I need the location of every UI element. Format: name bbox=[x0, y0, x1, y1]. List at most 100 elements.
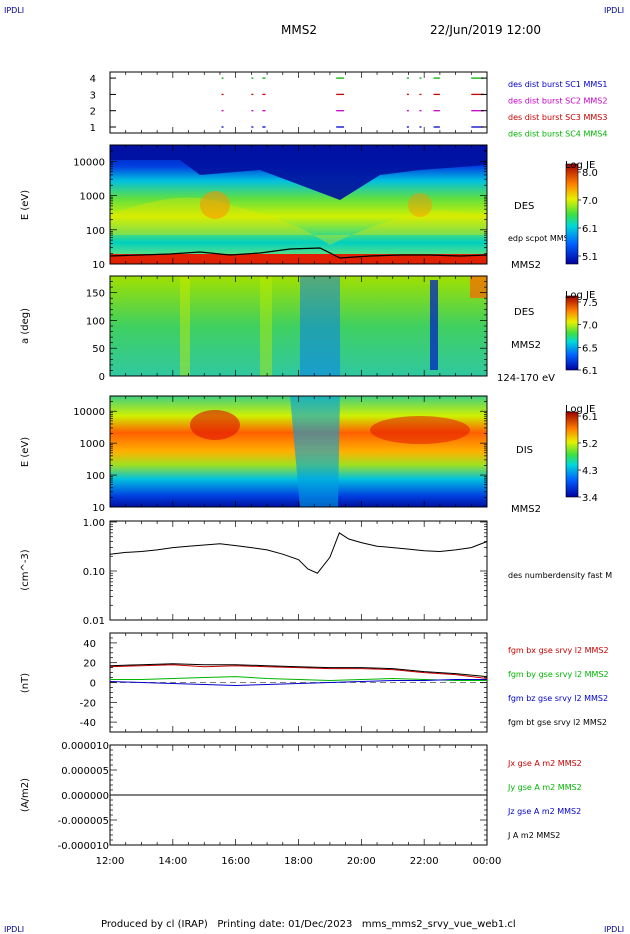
colorbar-tick-label: 5.2 bbox=[582, 439, 598, 450]
x-tick-label: 12:00 bbox=[96, 856, 125, 867]
bfield-series-line bbox=[109, 664, 488, 679]
scpot-line bbox=[109, 247, 488, 259]
bfield-series-label: fgm bt gse srvy l2 MMS2 bbox=[508, 718, 607, 727]
x-tick-label: 00:00 bbox=[473, 856, 502, 867]
des-energy-sc-label: MMS2 bbox=[511, 260, 541, 271]
y-tick-label: 10000 bbox=[73, 407, 105, 418]
dis-energy-panel: 10000 1000 100 10 E (eV) DIS MMS2 Log JE6.1 5.2… bbox=[20, 395, 598, 515]
colorbar-title: Log JE bbox=[565, 160, 595, 171]
x-tick-label: 14:00 bbox=[158, 856, 187, 867]
current-panel: 0.000010 0.000005 0.000000 -0.000005 -0.0000… bbox=[20, 741, 582, 852]
y-tick-label: 10 bbox=[92, 260, 105, 271]
current-series-label: J A m2 MMS2 bbox=[507, 831, 560, 840]
des-pitch-y-title: a (deg) bbox=[20, 308, 31, 344]
des-pitch-panel: 150 100 50 0 a (deg) DES MMS2 124-170 eV Log JE… bbox=[20, 275, 598, 384]
corner-label-top-left: IPDLI bbox=[4, 6, 25, 15]
y-tick-label: 40 bbox=[83, 639, 96, 650]
y-tick-label: 1.00 bbox=[83, 518, 105, 529]
des-pitch-colorbar bbox=[565, 295, 579, 371]
bfield-y-title: (nT) bbox=[20, 673, 31, 693]
y-tick-label: -20 bbox=[80, 698, 96, 709]
burst-y-tick-label: 1 bbox=[90, 123, 96, 134]
y-tick-label: -40 bbox=[80, 718, 96, 729]
y-tick-label: 0.000010 bbox=[61, 741, 109, 752]
bfield-series-line bbox=[110, 676, 487, 682]
y-tick-label: 0.10 bbox=[83, 567, 105, 578]
dis-energy-label: DIS bbox=[516, 445, 533, 456]
dis-energy-colorbar bbox=[565, 411, 579, 498]
y-tick-label: 10 bbox=[92, 503, 105, 514]
y-tick-label: 20 bbox=[83, 659, 96, 670]
y-tick-label: 0 bbox=[90, 679, 96, 690]
des-energy-y-title: E (eV) bbox=[20, 190, 31, 220]
des-energy-panel: 10000 1000 100 10 E (eV) DES edp scpot MMS2 MMS… bbox=[20, 144, 598, 271]
burst-legend-label: des dist burst SC2 MMS2 bbox=[508, 97, 607, 106]
dis-energy-sc-label: MMS2 bbox=[511, 504, 541, 515]
y-tick-label: 100 bbox=[86, 316, 105, 327]
date-title: 22/Jun/2019 12:00 bbox=[430, 23, 542, 37]
y-tick-label: 0.000000 bbox=[61, 791, 109, 802]
colorbar-tick-label: 8.0 bbox=[582, 168, 598, 179]
colorbar-tick-label: 5.1 bbox=[582, 252, 598, 263]
density-panel: 1.00 0.10 0.01 (cm^-3) des numberdensity fas… bbox=[20, 518, 612, 627]
bfield-series-line bbox=[109, 663, 488, 678]
y-tick-label: 0 bbox=[99, 372, 105, 383]
density-frame bbox=[109, 520, 488, 621]
y-tick-label: 50 bbox=[92, 344, 105, 355]
colorbar-title: Log JE bbox=[565, 290, 595, 301]
scpot-label: edp scpot MMS2 bbox=[508, 234, 574, 243]
x-tick-label: 20:00 bbox=[347, 856, 376, 867]
burst-legend-label: des dist burst SC3 MMS3 bbox=[508, 113, 607, 122]
burst-y-tick-label: 2 bbox=[90, 107, 96, 118]
x-tick-label: 16:00 bbox=[221, 856, 250, 867]
bfield-series-label: fgm by gse srvy l2 MMS2 bbox=[508, 670, 609, 679]
colorbar-tick-label: 3.4 bbox=[582, 493, 598, 504]
y-tick-label: 1000 bbox=[80, 192, 105, 203]
colorbar-tick-label: 6.1 bbox=[582, 224, 598, 235]
des-pitch-sc-label: MMS2 bbox=[511, 340, 541, 351]
density-y-title: (cm^-3) bbox=[20, 549, 31, 590]
y-tick-label: 0.01 bbox=[83, 616, 105, 627]
corner-label-bottom-left: IPDLI bbox=[4, 925, 25, 934]
colorbar-tick-label: 7.5 bbox=[582, 298, 598, 309]
colorbar-title: Log JE bbox=[565, 404, 595, 415]
burst-y-tick-label: 3 bbox=[90, 90, 96, 101]
colorbar-tick-label: 6.5 bbox=[582, 343, 598, 354]
footer-info: Produced by cl (IRAP) Printing date: 01/… bbox=[101, 919, 516, 930]
burst-legend-label: des dist burst SC1 MMS1 bbox=[508, 80, 607, 89]
bfield-series-label: fgm bx gse srvy l2 MMS2 bbox=[508, 646, 609, 655]
x-tick-label: 18:00 bbox=[284, 856, 313, 867]
dis-energy-y-title: E (eV) bbox=[20, 437, 31, 467]
bfield-series-line bbox=[109, 679, 487, 687]
burst-legend-label: des dist burst SC4 MMS4 bbox=[508, 130, 607, 139]
burst-y-tick-label: 4 bbox=[90, 74, 96, 85]
mission-title: MMS2 bbox=[281, 23, 317, 37]
current-y-title: (A/m2) bbox=[20, 778, 31, 812]
current-series-label: Jy gse A m2 MMS2 bbox=[507, 783, 582, 792]
current-series-label: Jx gse A m2 MMS2 bbox=[507, 759, 582, 768]
bfield-series-label: fgm bz gse srvy l2 MMS2 bbox=[508, 694, 608, 703]
y-tick-label: 100 bbox=[86, 226, 105, 237]
y-tick-label: 0.000005 bbox=[61, 766, 109, 777]
colorbar-tick-label: 4.3 bbox=[582, 466, 598, 477]
y-tick-label: 100 bbox=[86, 471, 105, 482]
y-tick-label: 150 bbox=[86, 289, 105, 300]
des-pitch-spectrogram bbox=[110, 276, 487, 376]
colorbar-tick-label: 6.1 bbox=[582, 412, 598, 423]
y-tick-label: -0.000010 bbox=[58, 841, 109, 852]
current-series-label: Jz gse A m2 MMS2 bbox=[507, 807, 581, 816]
des-pitch-label: DES bbox=[514, 307, 534, 318]
burst-panel: des dist burst SC1 MMS1 des dist burst SC… bbox=[90, 71, 607, 139]
density-series-line bbox=[109, 532, 488, 574]
colorbar-tick-label: 7.0 bbox=[582, 321, 598, 332]
density-series-label: des numberdensity fast M bbox=[508, 571, 612, 580]
des-energy-colorbar bbox=[565, 163, 579, 265]
y-tick-label: 1000 bbox=[80, 439, 105, 450]
des-pitch-range-label: 124-170 eV bbox=[497, 373, 555, 384]
y-tick-label: -0.000005 bbox=[58, 816, 109, 827]
colorbar-tick-label: 7.0 bbox=[582, 196, 598, 207]
corner-label-bottom-right: IPDLI bbox=[604, 925, 625, 934]
burst-frame bbox=[109, 71, 488, 134]
y-tick-label: 10000 bbox=[73, 157, 105, 168]
